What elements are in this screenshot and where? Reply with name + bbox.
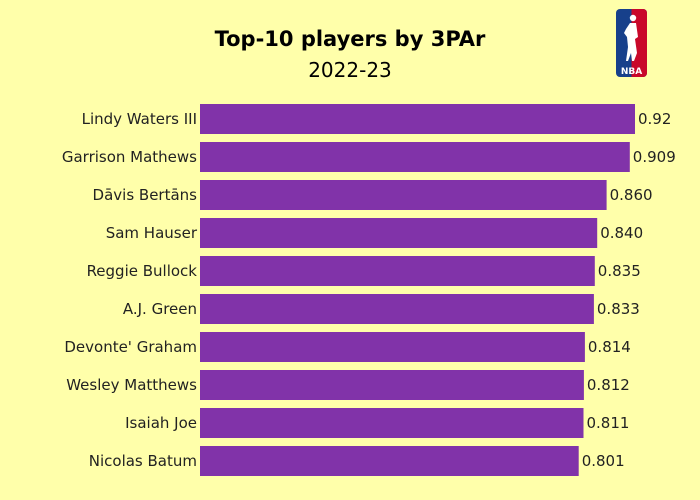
bar: [200, 370, 584, 400]
bar: [200, 218, 598, 248]
value-label: 0.860: [610, 186, 653, 204]
bar: [200, 142, 630, 172]
bar: [200, 446, 579, 476]
value-label: 0.835: [598, 262, 641, 280]
category-label: Garrison Mathews: [62, 148, 197, 166]
value-label: 0.833: [597, 300, 640, 318]
value-label: 0.840: [600, 224, 643, 242]
category-label: Isaiah Joe: [125, 414, 197, 432]
category-label: Reggie Bullock: [87, 262, 198, 280]
value-label: 0.814: [588, 338, 631, 356]
chart-subtitle: 2022-23: [308, 58, 392, 82]
category-label: Nicolas Batum: [89, 452, 197, 470]
bar: [200, 294, 594, 324]
value-label: 0.92: [638, 110, 671, 128]
category-label: Lindy Waters III: [82, 110, 197, 128]
category-label: Dāvis Bertāns: [93, 186, 198, 204]
bar: [200, 408, 584, 438]
value-label: 0.801: [582, 452, 625, 470]
bar: [200, 104, 635, 134]
nba-logo-icon: NBA: [616, 9, 647, 77]
category-label: A.J. Green: [123, 300, 197, 318]
value-label: 0.812: [587, 376, 630, 394]
chart-title: Top-10 players by 3PAr: [214, 27, 486, 51]
value-label: 0.811: [587, 414, 630, 432]
bar: [200, 332, 585, 362]
category-label: Wesley Matthews: [66, 376, 197, 394]
bar: [200, 180, 607, 210]
value-label: 0.909: [633, 148, 676, 166]
category-label: Sam Hauser: [106, 224, 198, 242]
category-label: Devonte' Graham: [64, 338, 197, 356]
bar: [200, 256, 595, 286]
nba-logo-text: NBA: [621, 67, 642, 77]
